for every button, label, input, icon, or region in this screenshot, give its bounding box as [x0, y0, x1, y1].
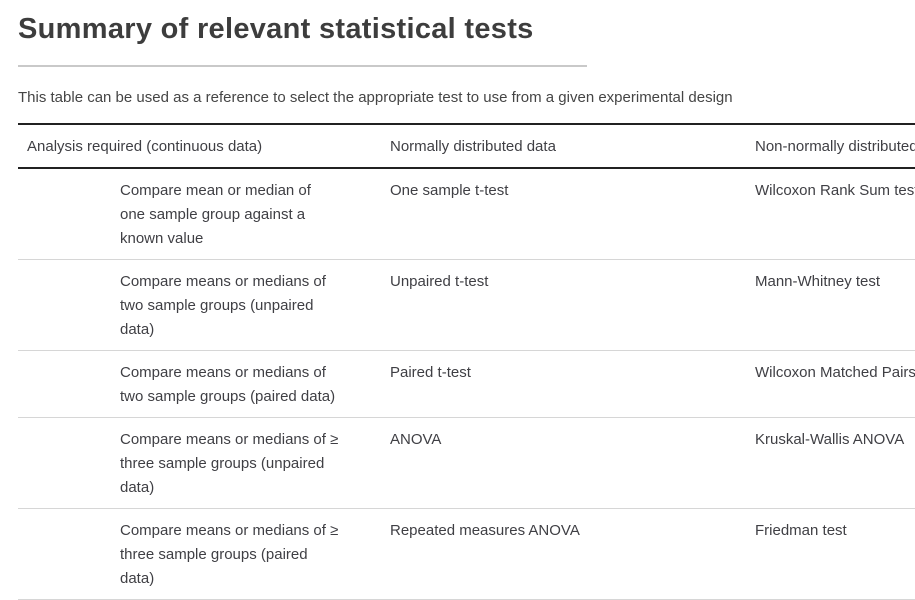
cell-non-normal-test: Friedman test — [755, 522, 847, 539]
cell-analysis: Compare means or medians of ≥ three samp… — [111, 509, 381, 599]
cell-non-normal-test: Wilcoxon Matched Pairs test — [755, 364, 915, 381]
cell-non-normal-test: Kruskal-Wallis ANOVA — [755, 431, 905, 448]
cell-normal-test: Repeated measures ANOVA — [390, 522, 580, 539]
page-subtitle: This table can be used as a reference to… — [18, 89, 733, 106]
cell-normal-test: Unpaired t-test — [390, 273, 489, 290]
column-header-normal: Normally distributed data — [390, 138, 556, 155]
row-spacer-cell — [18, 509, 111, 599]
table-row: Compare means or medians of two sample g… — [18, 260, 915, 351]
table-row: Compare mean or median of one sample gro… — [18, 169, 915, 260]
row-spacer-cell — [18, 351, 111, 417]
cell-analysis-text: Compare means or medians of ≥ three samp… — [120, 522, 339, 587]
row-spacer-cell — [18, 418, 111, 508]
cell-normal-test: ANOVA — [390, 431, 442, 448]
document-page: Summary of relevant statistical tests Th… — [0, 10, 915, 600]
row-spacer-cell — [18, 260, 111, 350]
cell-analysis: Compare means or medians of ≥ three samp… — [111, 418, 381, 508]
cell-non-normal-test: Wilcoxon Rank Sum test — [755, 182, 915, 199]
table-header-row: Analysis required (continuous data) Norm… — [18, 125, 915, 169]
table-row: Compare means or medians of two sample g… — [18, 351, 915, 418]
cell-analysis-text: Compare mean or median of one sample gro… — [120, 182, 311, 247]
table-row: Compare means or medians of ≥ three samp… — [18, 509, 915, 600]
cell-non-normal-test: Mann-Whitney test — [755, 273, 881, 290]
cell-analysis-text: Compare means or medians of two sample g… — [120, 364, 336, 405]
cell-analysis: Compare mean or median of one sample gro… — [111, 169, 381, 259]
cell-analysis-text: Compare means or medians of ≥ three samp… — [120, 431, 339, 496]
row-spacer-cell — [18, 169, 111, 259]
table-row: Compare means or medians of ≥ three samp… — [18, 418, 915, 509]
title-divider — [18, 65, 587, 67]
column-header-non-normal: Non-normally distributed data — [755, 138, 915, 155]
cell-normal-test: Paired t-test — [390, 364, 471, 381]
cell-analysis: Compare means or medians of two sample g… — [111, 260, 381, 350]
statistical-tests-table: Analysis required (continuous data) Norm… — [18, 123, 915, 600]
cell-analysis: Compare means or medians of two sample g… — [111, 351, 381, 417]
page-title: Summary of relevant statistical tests — [18, 13, 534, 45]
column-header-analysis: Analysis required (continuous data) — [27, 138, 263, 155]
cell-normal-test: One sample t-test — [390, 182, 509, 199]
cell-analysis-text: Compare means or medians of two sample g… — [120, 273, 326, 338]
